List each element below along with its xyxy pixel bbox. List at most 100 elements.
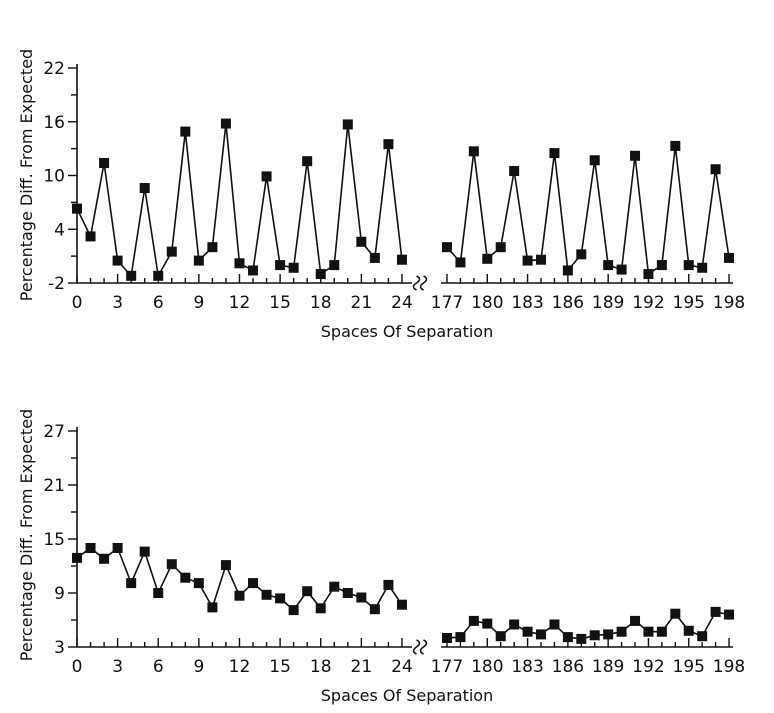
top-panel: -2 4 10 16 22 0 3 6 9 12 15 18 21 24 177 180 183 186 189 19… [17,49,745,341]
x-tick-label: 18 [310,293,332,313]
data-point [261,589,272,600]
data-point [495,242,506,253]
data-point [455,257,466,268]
y-tick-label: 4 [54,220,65,240]
data-point [576,249,587,260]
data-point [656,260,667,271]
x-tick-label: 21 [351,293,373,313]
series-line [76,123,403,279]
data-point [630,150,641,161]
y-tick-label: 21 [43,476,65,496]
data-point [383,139,394,150]
data-point [234,590,245,601]
data-point [549,619,560,630]
data-point [315,269,326,280]
y-tick-label: 9 [54,584,65,604]
x-tick-label: 24 [391,293,413,313]
data-point [329,581,340,592]
data-point [536,629,547,640]
x-tick-label: 198 [713,657,745,677]
data-point [85,231,96,242]
x-tick-label: 18 [310,657,332,677]
data-point [139,183,150,194]
y-tick-label: 15 [43,530,65,550]
data-point [683,625,694,636]
x-tick-label: 180 [471,293,503,313]
data-point [616,626,627,637]
data-point [207,602,218,613]
data-point [455,632,466,643]
data-point [302,586,313,597]
x-tick-label: 189 [592,657,624,677]
data-point [207,242,218,253]
y-tick-label: 16 [43,113,65,133]
data-point [482,253,493,264]
x-tick-label: 0 [72,657,83,677]
axis-break-symbol [412,639,421,655]
x-tick-label: 192 [632,293,664,313]
data-point [562,265,573,276]
data-point [153,588,164,598]
y-tick-label: 3 [54,638,65,658]
x-tick-label: 189 [592,293,624,313]
y-tick-label: 27 [43,422,65,442]
x-tick-label: 180 [471,657,503,677]
y-tick-label: 22 [43,59,65,79]
data-point [288,262,299,273]
data-point [220,118,231,129]
data-point [710,606,721,617]
data-point [603,629,614,640]
data-point [248,265,259,276]
data-point [589,155,600,166]
y-tick-label: 10 [43,167,65,187]
axis-break-symbol [419,275,428,291]
x-tick-label: 186 [552,657,584,677]
x-tick-label: 195 [673,657,705,677]
data-point [193,255,204,266]
axis-break-symbol [419,639,428,655]
x-tick-label: 24 [391,657,413,677]
data-point [442,242,452,253]
data-point [234,258,245,269]
x-axis-title: Spaces Of Separation [321,686,493,705]
data-point [683,260,694,271]
data-point [193,578,204,589]
y-axis-title: Percentage Diff. From Expected [17,409,36,661]
x-tick-label: 183 [511,293,543,313]
data-point [576,633,587,644]
data-point [126,578,137,589]
data-point [509,619,520,630]
x-tick-label: 6 [153,293,164,313]
data-point [396,254,407,265]
data-point [643,269,654,280]
data-point [220,560,231,571]
data-point [342,588,353,598]
data-point [112,543,123,553]
x-tick-label: 9 [193,293,204,313]
x-tick-label: 195 [673,293,705,313]
data-point [495,631,506,642]
data-point [180,572,191,583]
data-point [562,632,573,643]
x-tick-label: 6 [153,657,164,677]
series-line [446,611,730,640]
data-point [482,618,493,629]
data-point [724,609,735,620]
data-point [710,164,721,175]
data-point [369,252,380,263]
series-line [446,145,730,276]
data-point [522,255,533,266]
data-point [509,166,520,177]
data-point [356,592,367,603]
data-point [396,599,407,610]
data-point [468,615,479,626]
data-point [383,579,394,590]
data-point [275,593,286,604]
data-point [616,264,627,275]
data-point [99,553,110,564]
x-tick-label: 198 [713,293,745,313]
data-point [549,148,560,159]
x-tick-label: 183 [511,657,543,677]
